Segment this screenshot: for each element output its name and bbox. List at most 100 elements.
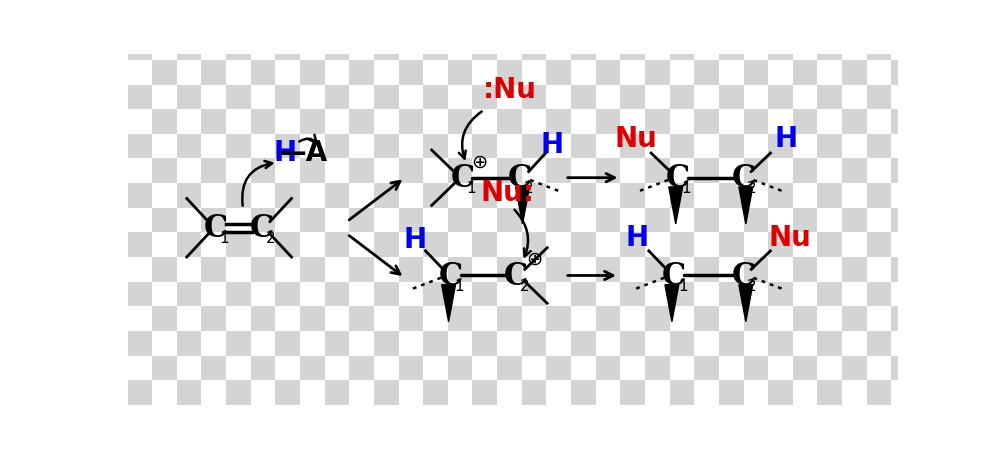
Bar — [522, 282, 546, 307]
Bar — [177, 36, 201, 61]
Bar — [817, 184, 842, 208]
Bar — [620, 110, 645, 135]
Bar — [867, 258, 891, 282]
Bar — [744, 86, 768, 110]
Bar — [349, 159, 374, 184]
Bar — [423, 356, 448, 380]
Bar — [522, 233, 546, 258]
Bar — [768, 110, 793, 135]
Bar — [497, 356, 522, 380]
Bar — [694, 208, 719, 233]
Bar — [226, 36, 251, 61]
Bar — [448, 282, 472, 307]
Text: C: C — [504, 260, 528, 291]
Bar — [251, 233, 275, 258]
Bar — [744, 135, 768, 159]
Bar — [620, 86, 645, 110]
Bar — [522, 307, 546, 331]
Bar — [596, 331, 620, 356]
Bar — [768, 233, 793, 258]
Bar — [497, 233, 522, 258]
Bar — [768, 331, 793, 356]
Bar — [226, 233, 251, 258]
Bar — [867, 110, 891, 135]
Bar — [226, 110, 251, 135]
Bar — [128, 86, 152, 110]
Bar — [670, 110, 694, 135]
Bar — [571, 110, 596, 135]
Bar — [251, 135, 275, 159]
Bar — [275, 258, 300, 282]
Bar — [620, 159, 645, 184]
Bar — [793, 331, 817, 356]
Bar — [546, 380, 571, 405]
Bar — [399, 356, 423, 380]
Bar — [423, 159, 448, 184]
Text: C: C — [250, 213, 274, 244]
Bar — [546, 135, 571, 159]
Bar — [399, 208, 423, 233]
Bar — [596, 208, 620, 233]
Bar — [251, 159, 275, 184]
Bar — [497, 36, 522, 61]
Bar — [251, 86, 275, 110]
Bar — [571, 36, 596, 61]
Bar — [251, 258, 275, 282]
Bar — [128, 380, 152, 405]
Bar — [522, 110, 546, 135]
Bar — [152, 233, 177, 258]
Bar — [546, 233, 571, 258]
Bar — [768, 36, 793, 61]
Bar — [842, 159, 867, 184]
Bar — [374, 36, 399, 61]
Bar — [744, 61, 768, 86]
Bar — [546, 208, 571, 233]
Bar — [152, 331, 177, 356]
Bar — [349, 36, 374, 61]
Bar — [448, 331, 472, 356]
Bar — [152, 258, 177, 282]
Bar — [670, 331, 694, 356]
Bar — [423, 258, 448, 282]
Bar — [325, 208, 349, 233]
Bar — [128, 356, 152, 380]
Bar — [177, 380, 201, 405]
Bar — [423, 86, 448, 110]
Bar — [251, 184, 275, 208]
Bar — [719, 110, 744, 135]
Bar — [768, 184, 793, 208]
Polygon shape — [442, 285, 456, 322]
Bar — [522, 208, 546, 233]
Bar — [226, 307, 251, 331]
Bar — [719, 36, 744, 61]
Bar — [719, 135, 744, 159]
Bar — [152, 356, 177, 380]
Bar — [596, 184, 620, 208]
Bar — [275, 331, 300, 356]
Bar — [300, 307, 325, 331]
Bar — [472, 110, 497, 135]
Bar — [448, 135, 472, 159]
Bar — [817, 307, 842, 331]
Bar — [670, 258, 694, 282]
Bar — [694, 110, 719, 135]
Bar — [152, 61, 177, 86]
Bar — [251, 61, 275, 86]
Bar — [768, 380, 793, 405]
Bar — [744, 258, 768, 282]
Bar — [177, 110, 201, 135]
Text: H: H — [541, 131, 564, 158]
Bar — [423, 233, 448, 258]
Bar — [472, 331, 497, 356]
Bar — [423, 110, 448, 135]
Bar — [817, 135, 842, 159]
Bar — [645, 233, 670, 258]
Bar — [497, 307, 522, 331]
Bar — [128, 233, 152, 258]
Bar — [891, 331, 916, 356]
Bar — [793, 356, 817, 380]
Bar — [325, 282, 349, 307]
Bar — [768, 208, 793, 233]
Bar — [448, 258, 472, 282]
Bar — [423, 331, 448, 356]
